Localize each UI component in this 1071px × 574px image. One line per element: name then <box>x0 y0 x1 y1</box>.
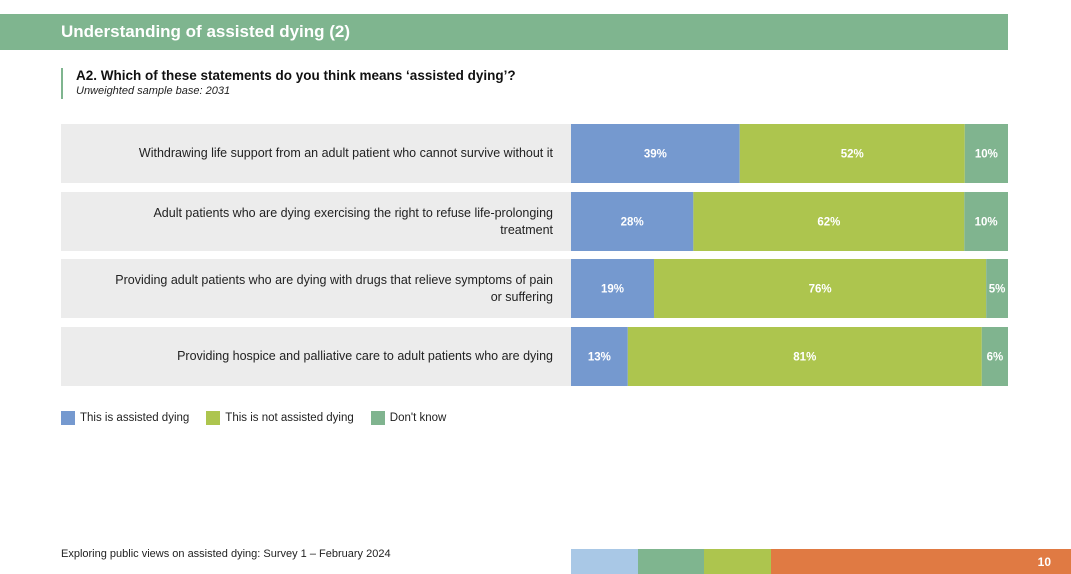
legend-label-not-assisted: This is not assisted dying <box>225 412 354 424</box>
bar-value-label-not-assisted-row-1: 52% <box>841 149 864 161</box>
bar-assisted-row-2 <box>571 192 694 251</box>
legend-item-assisted: This is assisted dying <box>61 411 189 425</box>
legend-swatch-not-assisted <box>206 411 221 425</box>
page-title: Understanding of assisted dying (2) <box>61 22 351 41</box>
legend-swatch-dont-know <box>370 411 385 425</box>
bar-value-label-dont-know-row-2: 10% <box>975 217 998 229</box>
bar-value-label-dont-know-row-4: 6% <box>987 352 1004 364</box>
category-label-3: Providing adult patients who are dying w… <box>61 259 571 318</box>
bar-not-assisted-row-3 <box>654 259 987 318</box>
category-label-2-text: Adult patients who are dying exercising … <box>153 205 553 237</box>
bar-value-label-dont-know-row-3: 5% <box>989 284 1006 296</box>
legend-item-not-assisted: This is not assisted dying <box>206 411 354 425</box>
category-label-1: Withdrawing life support from an adult p… <box>61 124 571 183</box>
question-text: A2. Which of these statements do you thi… <box>76 68 516 83</box>
stacked-bar-chart: Withdrawing life support from an adult p… <box>61 124 1008 386</box>
legend-label-assisted: This is assisted dying <box>80 412 190 424</box>
footer-source-text: Exploring public views on assisted dying… <box>61 548 391 560</box>
category-label-4-text: Providing hospice and palliative care to… <box>177 349 553 363</box>
legend-label-dont-know: Don't know <box>389 412 447 424</box>
footer-color-strip-2 <box>638 549 704 574</box>
bar-dont-know-row-3 <box>986 259 1008 318</box>
bar-assisted-row-4 <box>571 327 628 386</box>
bar-value-label-not-assisted-row-3: 76% <box>809 284 832 296</box>
category-label-4: Providing hospice and palliative care to… <box>61 327 571 386</box>
footer-color-strip-3 <box>704 549 771 574</box>
bar-value-label-not-assisted-row-2: 62% <box>817 217 840 229</box>
bar-plot-area: 39% 52% 10% 28% 62% 10% 19% 76% 5% 13% 81% 6% <box>571 124 1008 386</box>
question-block: A2. Which of these statements do you thi… <box>61 68 516 99</box>
category-label-1-text: Withdrawing life support from an adult p… <box>138 146 553 160</box>
bar-not-assisted-row-4 <box>627 327 982 386</box>
sample-base-text: Unweighted sample base: 2031 <box>76 85 231 97</box>
legend-item-dont-know: Don't know <box>370 411 447 425</box>
bar-value-label-dont-know-row-1: 10% <box>975 149 998 161</box>
category-label-2: Adult patients who are dying exercising … <box>61 192 571 251</box>
bar-assisted-row-3 <box>571 259 655 318</box>
chart-legend: This is assisted dying This is not assis… <box>61 411 463 425</box>
bar-dont-know-row-4 <box>981 327 1008 386</box>
category-label-3-text: Providing adult patients who are dying w… <box>115 272 553 304</box>
bar-assisted-row-1 <box>571 124 740 183</box>
bar-value-label-assisted-row-2: 28% <box>621 217 644 229</box>
legend-swatch-assisted <box>61 411 75 425</box>
bar-dont-know-row-2 <box>964 192 1008 251</box>
bar-not-assisted-row-2 <box>693 192 965 251</box>
bar-value-label-assisted-row-1: 39% <box>644 149 667 161</box>
bar-not-assisted-row-1 <box>739 124 965 183</box>
bar-value-label-assisted-row-3: 19% <box>601 284 624 296</box>
footer-color-strip-1 <box>571 549 638 574</box>
bar-value-label-not-assisted-row-4: 81% <box>793 352 816 364</box>
page-number: 10 <box>771 549 1071 574</box>
bar-dont-know-row-1 <box>964 124 1008 183</box>
bar-value-label-assisted-row-4: 13% <box>588 352 611 364</box>
header-bar: Understanding of assisted dying (2) <box>0 14 1008 50</box>
